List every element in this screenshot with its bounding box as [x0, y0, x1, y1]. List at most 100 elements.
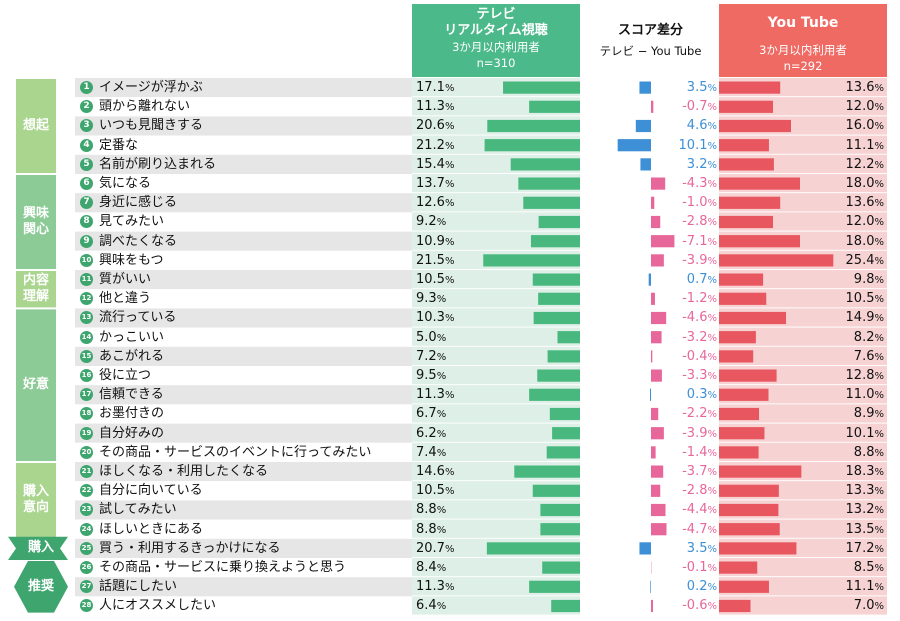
yt-value: 11.0% — [845, 387, 884, 403]
unit-sign: % — [444, 198, 455, 210]
row-label: 役に立つ — [99, 368, 152, 383]
group-block — [16, 463, 56, 538]
tv-row-divider — [412, 269, 580, 270]
tv-bar — [540, 523, 580, 536]
yt-cell-bg — [719, 346, 887, 366]
row-label: かっこいい — [99, 329, 165, 345]
tv-value: 6.4% — [416, 598, 447, 614]
yt-bar — [719, 484, 779, 497]
diff-value: -7.1% — [682, 233, 717, 249]
diff-value: -0.6% — [682, 598, 717, 614]
unit-sign: % — [707, 390, 717, 402]
yt-row-divider — [719, 614, 887, 616]
yt-row-divider — [719, 403, 887, 405]
tv-value: 8.8% — [416, 502, 447, 518]
yt-row-divider — [719, 249, 887, 251]
yt-value: 12.8% — [845, 368, 884, 383]
row-bg — [75, 596, 412, 616]
row-bg — [75, 462, 412, 482]
unit-sign: % — [874, 390, 884, 402]
unit-sign: % — [874, 505, 884, 517]
unit-sign: % — [436, 505, 447, 517]
row-label: イメージが浮かぶ — [99, 80, 203, 95]
tv-bar — [530, 235, 580, 248]
yt-value: 18.3% — [845, 464, 884, 479]
tv-row-divider — [412, 576, 580, 578]
unit-sign: % — [874, 428, 884, 440]
yt-value: 25.4% — [845, 252, 884, 268]
tv-bar — [551, 599, 580, 613]
row-bg — [75, 116, 412, 136]
tv-value: 11.3% — [416, 387, 455, 403]
row-number-badge: 14 — [80, 330, 93, 344]
unit-sign: % — [444, 313, 455, 325]
yt-value: 13.3% — [845, 483, 884, 499]
unit-sign: % — [436, 409, 447, 421]
yt-bar — [719, 235, 800, 248]
unit-sign: % — [874, 467, 884, 478]
group-block — [16, 271, 56, 308]
yt-bar — [719, 100, 773, 113]
yt-cell-bg — [719, 596, 887, 616]
row-bg — [75, 308, 412, 328]
group-label: 好意 — [22, 377, 49, 393]
diff-value: -1.0% — [682, 195, 717, 211]
row-number-badge: 3 — [80, 119, 93, 133]
diff-value: 3.2% — [686, 156, 717, 172]
unit-sign: % — [707, 467, 717, 478]
yt-value: 13.6% — [845, 195, 884, 211]
tv-value: 14.6% — [416, 464, 455, 479]
yt-bar — [719, 542, 797, 555]
tv-bar — [547, 350, 580, 363]
unit-sign: % — [707, 294, 717, 306]
unit-sign: % — [436, 428, 447, 440]
yt-value: 12.2% — [845, 156, 884, 172]
diff-bar — [648, 273, 651, 286]
row-number-badge: 13 — [80, 311, 93, 325]
row-label: 自分に向いている — [99, 483, 203, 499]
tv-header-n: n=310 — [476, 56, 516, 70]
yt-bar — [719, 81, 781, 94]
tv-value: 21.2% — [416, 137, 455, 153]
group-label: 想起 — [22, 118, 49, 133]
tv-bar — [510, 158, 580, 171]
yt-value: 13.6% — [845, 80, 884, 95]
unit-sign: % — [444, 390, 455, 402]
tv-value: 7.4% — [416, 444, 447, 460]
row-number-badge: 26 — [80, 561, 93, 574]
row-bg — [75, 366, 412, 386]
tv-cell-bg — [412, 289, 580, 309]
yt-bar — [719, 407, 760, 421]
unit-sign: % — [707, 140, 717, 152]
tv-bar — [503, 81, 580, 94]
row-number-badge: 4 — [80, 138, 93, 152]
yt-row-divider — [719, 518, 887, 520]
yt-value: 13.2% — [845, 502, 884, 518]
unit-sign: % — [707, 102, 717, 114]
unit-sign: % — [436, 447, 447, 459]
yt-value: 17.2% — [845, 540, 884, 556]
yt-value: 8.8% — [853, 444, 884, 460]
row-label: その商品・サービスに乗り換えようと思う — [99, 560, 347, 575]
yt-row-divider — [719, 537, 887, 539]
tv-value: 7.2% — [416, 348, 447, 364]
unit-sign: % — [874, 447, 884, 459]
tv-value: 5.0% — [416, 329, 447, 345]
tv-bar — [514, 465, 580, 478]
unit-sign: % — [707, 236, 717, 248]
tv-bar — [538, 215, 580, 229]
tv-row-divider — [412, 211, 580, 213]
tv-value: 12.6% — [416, 195, 455, 211]
tv-bar — [546, 446, 580, 459]
unit-sign: % — [874, 563, 884, 574]
row-bg — [75, 174, 412, 194]
row-number-badge: 21 — [80, 465, 93, 478]
diff-value: -0.7% — [682, 99, 717, 115]
tv-row-divider — [412, 461, 580, 462]
yt-bar — [719, 580, 769, 593]
row-label: 身近に感じる — [99, 195, 178, 211]
row-bg — [75, 270, 412, 290]
row-number-badge: 27 — [80, 580, 93, 594]
unit-sign: % — [707, 179, 717, 190]
tv-bar — [523, 196, 580, 209]
